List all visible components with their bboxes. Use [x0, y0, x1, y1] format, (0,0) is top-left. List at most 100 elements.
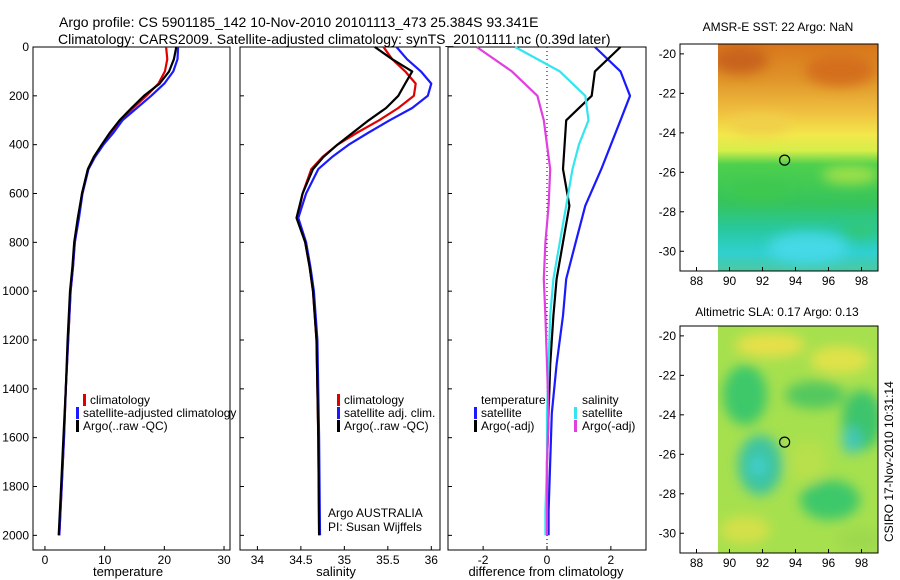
x-tick-label: 34.5 — [289, 553, 313, 567]
series-line-climatology — [58, 46, 169, 536]
lat-tick-label: -30 — [659, 244, 677, 258]
temperature-plot-frame — [32, 46, 231, 551]
lat-tick-label: -20 — [659, 329, 677, 343]
sst-map-title: AMSR-E SST: 22 Argo: NaN — [703, 20, 854, 34]
difference-legend: temperature satellite Argo(-adj) salinit… — [474, 393, 635, 433]
profile-lines — [57, 46, 632, 536]
lon-tick-label: 92 — [756, 274, 770, 288]
temperature-xlabel: temperature — [93, 564, 163, 579]
depth-tick-label: 1200 — [2, 333, 29, 347]
depth-tick-label: 1800 — [2, 480, 29, 494]
temperature-legend: climatology satellite-adjusted climatolo… — [76, 393, 236, 433]
sst-map-axes: 88 90 92 94 96 98 -20 -22 -24 -26 -28 -30 — [659, 47, 869, 288]
legend-swatch-satellite-salinity — [574, 407, 577, 419]
series-line-argo-adj-temperature- — [545, 46, 622, 536]
x-tick-label: 36 — [425, 553, 439, 567]
x-tick-label: 34 — [251, 553, 265, 567]
legend-label: Argo(..raw -QC) — [83, 419, 168, 433]
lon-tick-label: 88 — [690, 556, 704, 570]
legend-swatch-satellite-temperature — [474, 407, 477, 419]
lat-tick-label: -28 — [659, 205, 677, 219]
series-line-satellite-salinity- — [514, 46, 590, 536]
legend-label: satellite — [582, 406, 623, 420]
salinity-xlabel: salinity — [316, 564, 356, 579]
lat-tick-label: -20 — [659, 47, 677, 61]
x-tick-label: 10 — [98, 553, 112, 567]
depth-tick-label: 1600 — [2, 431, 29, 445]
legend-swatch-climatology — [337, 394, 340, 406]
x-tick-label: 35 — [338, 553, 352, 567]
depth-tick-label: 800 — [9, 235, 29, 249]
legend-swatch-satellite — [337, 407, 340, 419]
sst-map-frame — [679, 43, 879, 272]
lat-tick-label: -24 — [659, 408, 677, 422]
legend-label: satellite — [481, 406, 522, 420]
series-line-argo-adj-salinity- — [476, 46, 552, 536]
legend-group-title-temperature: temperature — [481, 393, 546, 407]
lat-tick-label: -22 — [659, 86, 677, 100]
salinity-legend: climatology satellite adj. clim. Argo(..… — [337, 393, 435, 433]
depth-tick-label: 2000 — [2, 528, 29, 542]
x-tick-label: 0 — [544, 553, 551, 567]
legend-label: satellite adj. clim. — [344, 406, 435, 420]
lon-tick-label: 96 — [822, 556, 836, 570]
float-annotation-line-2: PI: Susan Wijffels — [328, 520, 422, 534]
difference-xlabel: difference from climatology — [468, 564, 624, 579]
credit-timestamp: CSIRO 17-Nov-2010 10:31:14 — [882, 381, 896, 542]
float-annotation-line-1: Argo AUSTRALIA — [328, 506, 423, 520]
legend-label: climatology — [344, 393, 404, 407]
depth-tick-label: 1400 — [2, 382, 29, 396]
lat-tick-label: -28 — [659, 487, 677, 501]
lat-tick-label: -26 — [659, 165, 677, 179]
series-line-climatology — [296, 46, 417, 536]
legend-label: Argo(..raw -QC) — [344, 419, 429, 433]
lon-tick-label: 90 — [723, 556, 737, 570]
x-axis-ticks: 0 10 20 30 34 34.5 35 35.5 36 -2 0 2 — [42, 546, 615, 567]
lat-tick-label: -22 — [659, 368, 677, 382]
legend-label: Argo(-adj) — [582, 419, 635, 433]
legend-group-title-salinity: salinity — [582, 393, 619, 407]
sla-heatmap — [718, 326, 878, 553]
depth-tick-label: 1000 — [2, 284, 29, 298]
lat-tick-label: -26 — [659, 447, 677, 461]
lon-tick-label: 92 — [756, 556, 770, 570]
x-tick-label: 2 — [608, 553, 615, 567]
title-line-2: Climatology: CARS2009. Satellite-adjuste… — [58, 31, 611, 47]
lon-tick-label: 90 — [723, 274, 737, 288]
lon-tick-label: 98 — [855, 274, 869, 288]
argo-position-marker-sst — [779, 154, 791, 166]
legend-label: climatology — [90, 393, 150, 407]
lon-tick-label: 98 — [855, 556, 869, 570]
x-tick-label: 30 — [217, 553, 231, 567]
x-tick-label: 35.5 — [376, 553, 400, 567]
sla-map-axes: 88 90 92 94 96 98 -20 -22 -24 -26 -28 -30 — [659, 329, 869, 570]
depth-tick-label: 600 — [9, 187, 29, 201]
lon-tick-label: 94 — [789, 274, 803, 288]
x-tick-label: 0 — [42, 553, 49, 567]
lon-tick-label: 96 — [822, 274, 836, 288]
legend-swatch-argo — [76, 420, 79, 432]
depth-tick-label: 0 — [22, 40, 29, 54]
argo-position-marker-sla — [779, 436, 791, 448]
legend-label: Argo(-adj) — [481, 419, 534, 433]
lat-tick-label: -24 — [659, 126, 677, 140]
legend-swatch-argo-temperature — [474, 420, 477, 432]
legend-swatch-argo-salinity — [574, 420, 577, 432]
legend-swatch-argo — [337, 420, 340, 432]
salinity-plot-frame — [239, 46, 441, 551]
depth-tick-label: 200 — [9, 89, 29, 103]
sla-map-frame — [679, 325, 879, 554]
series-line-argo-raw-qc- — [57, 46, 178, 536]
lon-tick-label: 88 — [690, 274, 704, 288]
title-line-1: Argo profile: CS 5901185_142 10-Nov-2010… — [59, 14, 539, 30]
x-tick-label: -2 — [478, 553, 489, 567]
depth-tick-label: 400 — [9, 138, 29, 152]
legend-label: satellite-adjusted climatology — [83, 406, 236, 420]
sst-heatmap — [718, 44, 878, 271]
sla-map-title: Altimetric SLA: 0.17 Argo: 0.13 — [695, 305, 859, 319]
lon-tick-label: 94 — [789, 556, 803, 570]
depth-axis: 0 200 400 600 800 1000 1200 1400 1600 1800 2000 — [2, 40, 452, 542]
series-line-satellite-temperature- — [547, 46, 632, 536]
legend-swatch-climatology — [83, 394, 86, 406]
